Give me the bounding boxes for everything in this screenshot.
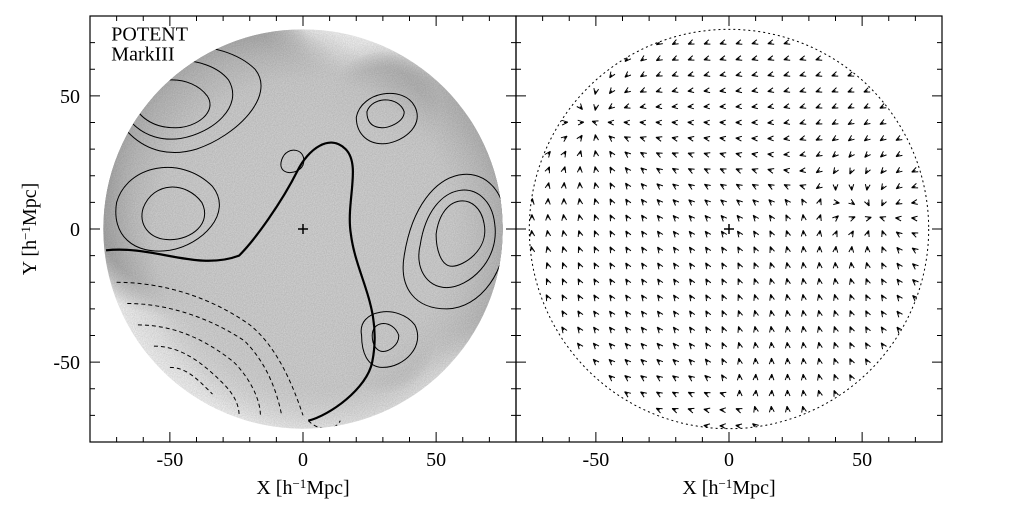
x-tick-label: 50 xyxy=(426,449,446,471)
x-axis-label: X [h−1Mpc] xyxy=(256,476,349,499)
y-tick-label: 50 xyxy=(60,86,80,108)
y-tick-label: -50 xyxy=(53,352,80,374)
x-tick-label: 50 xyxy=(852,449,872,471)
x-tick-label: -50 xyxy=(583,449,610,471)
figure-container: POTENTMarkIII -50 0 50 -50 0 50 -50 0 50 X [h−1Mpc… xyxy=(0,0,1021,510)
y-axis-label: Y [h−1Mpc] xyxy=(18,183,41,276)
left-annotation-line-1: MarkIII xyxy=(111,44,174,66)
x-axis-label: X [h−1Mpc] xyxy=(682,476,775,499)
x-tick-label: 0 xyxy=(724,449,734,471)
x-tick-label: -50 xyxy=(157,449,184,471)
figure-svg: POTENTMarkIII -50 0 50 -50 0 50 -50 0 50 X [h−1Mpc… xyxy=(0,0,1021,510)
left-annotation: POTENTMarkIII xyxy=(111,24,188,66)
right-center-marker xyxy=(724,224,734,234)
y-tick-label: 0 xyxy=(70,219,80,241)
left-annotation-line-0: POTENT xyxy=(111,24,188,46)
x-tick-label: 0 xyxy=(298,449,308,471)
